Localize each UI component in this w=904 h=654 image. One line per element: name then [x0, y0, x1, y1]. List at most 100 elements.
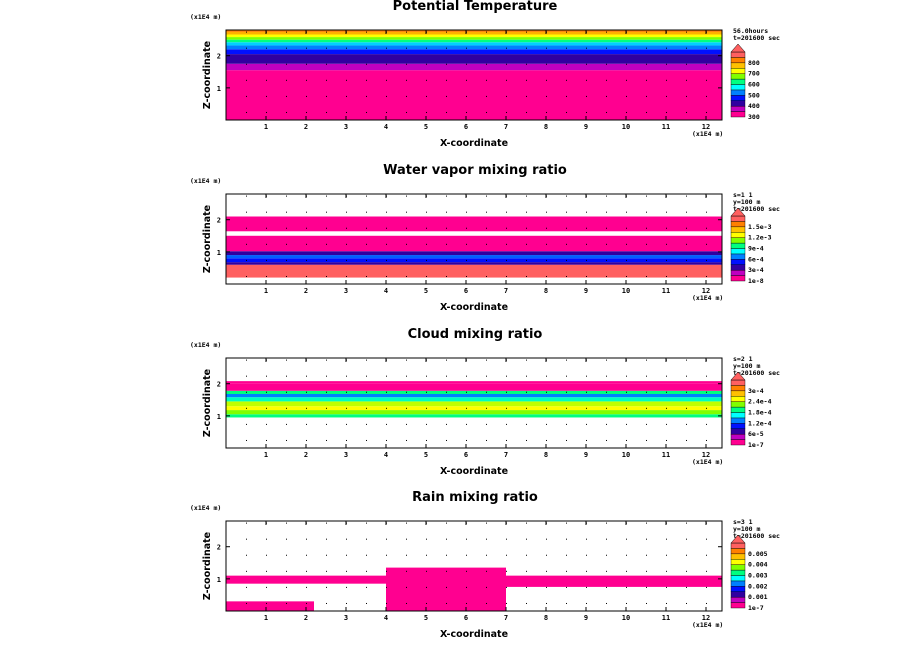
grid-dot	[506, 423, 507, 425]
colorbar-label: 300	[748, 113, 760, 121]
grid-dot	[486, 195, 487, 197]
grid-dot	[346, 275, 347, 277]
grid-dot	[246, 259, 247, 261]
grid-dot	[386, 375, 387, 377]
info-text: s=2 1	[733, 355, 753, 363]
grid-dot	[406, 31, 407, 33]
grid-dot	[606, 63, 607, 65]
grid-dot	[326, 602, 327, 604]
grid-dot	[646, 359, 647, 361]
grid-dot	[666, 554, 667, 556]
grid-dot	[406, 211, 407, 213]
colorbar-segment	[730, 264, 746, 271]
grid-dot	[246, 63, 247, 65]
field-band-3	[226, 406, 722, 411]
grid-dot	[406, 439, 407, 441]
colorbar-extend-arrow	[730, 207, 746, 217]
grid-dot	[286, 63, 287, 65]
grid-dot	[626, 243, 627, 245]
grid-dot	[306, 375, 307, 377]
grid-dot	[246, 423, 247, 425]
grid-dot	[286, 439, 287, 441]
field-band-1	[226, 264, 722, 278]
grid-dot	[386, 259, 387, 261]
grid-dot	[446, 275, 447, 277]
field-band-1	[226, 414, 722, 418]
colorbar-segment	[730, 242, 746, 249]
grid-dot	[606, 31, 607, 33]
grid-dot	[466, 211, 467, 213]
grid-dot	[306, 602, 307, 604]
grid-dot	[706, 275, 707, 277]
x-tick-label: 2	[304, 451, 308, 459]
x-tick-label: 12	[702, 614, 710, 622]
grid-dot	[626, 554, 627, 556]
grid-dot	[386, 570, 387, 572]
grid-dot	[626, 275, 627, 277]
grid-dot	[386, 586, 387, 588]
z-unit-label: (x1E4 m)	[190, 504, 221, 512]
grid-dot	[626, 375, 627, 377]
grid-dot	[326, 554, 327, 556]
grid-dot	[366, 586, 367, 588]
plot-frame	[225, 357, 723, 449]
grid-dot	[246, 554, 247, 556]
grid-dot	[666, 259, 667, 261]
grid-dot	[266, 227, 267, 229]
colorbar-label: 2.4e-4	[748, 398, 772, 406]
grid-dot	[526, 602, 527, 604]
grid-dot	[566, 47, 567, 49]
z-axis-label: Z-coordinate	[202, 205, 213, 273]
field-band-9	[226, 381, 722, 384]
colorbar-label: 3e-4	[748, 266, 764, 274]
x-axis-label: X-coordinate	[440, 302, 508, 313]
grid-dot	[266, 95, 267, 97]
grid-dot	[606, 375, 607, 377]
colorbar-label: 1.5e-3	[748, 223, 772, 231]
grid-dot	[446, 570, 447, 572]
colorbar: 1e-7 0.001 0.002 0.003 0.004 0.005	[730, 534, 768, 612]
grid-dot	[366, 423, 367, 425]
grid-dot	[446, 538, 447, 540]
colorbar-label: 700	[748, 70, 760, 78]
colorbar-segment	[730, 379, 746, 386]
x-tick-label: 1	[264, 451, 268, 459]
grid-dot	[626, 602, 627, 604]
grid-dot	[406, 522, 407, 524]
field-band-2	[226, 410, 722, 415]
x-tick-label: 1	[264, 287, 268, 295]
colorbar-segment	[730, 580, 746, 587]
grid-dot	[606, 554, 607, 556]
grid-dot	[426, 602, 427, 604]
grid-dot	[366, 407, 367, 409]
grid-dot	[526, 423, 527, 425]
grid-dot	[606, 111, 607, 113]
grid-dot	[526, 391, 527, 393]
grid-dot	[606, 522, 607, 524]
field-band-2	[386, 567, 506, 611]
grid-dot	[506, 570, 507, 572]
grid-dot	[686, 111, 687, 113]
z-tick-label: 1	[217, 85, 221, 93]
grid-dot	[506, 79, 507, 81]
grid-dot	[366, 570, 367, 572]
grid-dot	[446, 259, 447, 261]
colorbar-label: 1.2e-4	[748, 419, 772, 427]
field-band-11	[226, 30, 722, 32]
grid-dot	[546, 259, 547, 261]
z-axis-label: Z-coordinate	[202, 532, 213, 600]
grid-dot	[606, 275, 607, 277]
grid-dot	[486, 243, 487, 245]
grid-dot	[566, 227, 567, 229]
colorbar: 300 400 500 600 700 800	[730, 43, 760, 121]
grid-dot	[266, 391, 267, 393]
grid-dot	[546, 602, 547, 604]
grid-dot	[266, 243, 267, 245]
grid-dot	[406, 111, 407, 113]
grid-dot	[506, 407, 507, 409]
colorbar-segment	[730, 221, 746, 228]
x-tick-label: 6	[464, 614, 468, 622]
grid-dot	[546, 391, 547, 393]
grid-dot	[586, 63, 587, 65]
grid-dot	[366, 554, 367, 556]
